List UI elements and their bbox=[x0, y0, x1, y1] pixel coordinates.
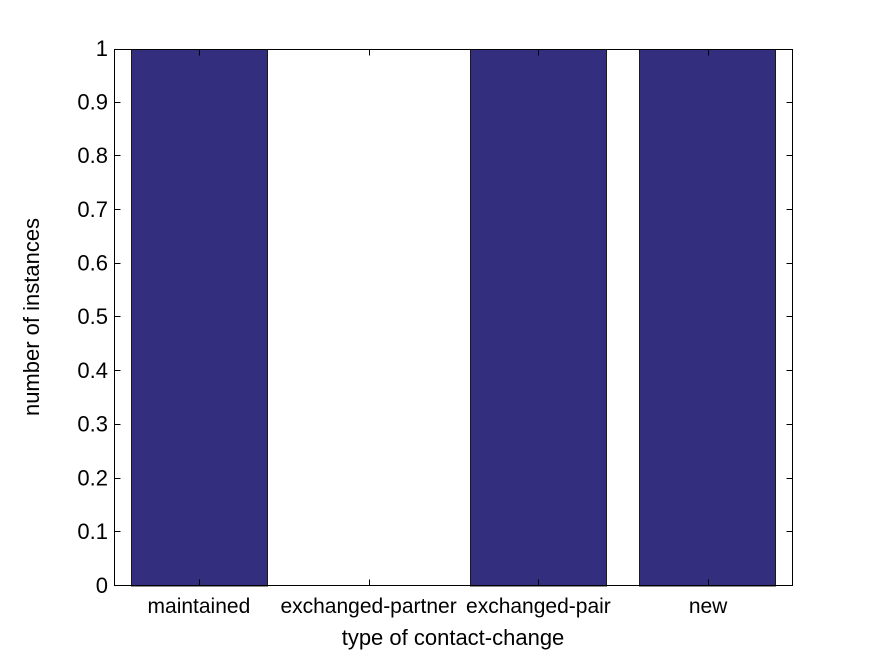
svg-text:0.1: 0.1 bbox=[77, 519, 108, 544]
svg-text:exchanged-pair: exchanged-pair bbox=[466, 595, 611, 618]
svg-text:0.5: 0.5 bbox=[77, 304, 108, 329]
svg-text:0.8: 0.8 bbox=[77, 143, 108, 168]
svg-text:0.2: 0.2 bbox=[77, 465, 108, 490]
svg-text:new: new bbox=[689, 595, 728, 618]
svg-text:type of contact-change: type of contact-change bbox=[342, 625, 565, 650]
svg-text:1: 1 bbox=[96, 36, 108, 61]
svg-text:0.9: 0.9 bbox=[77, 89, 108, 114]
svg-text:0.3: 0.3 bbox=[77, 412, 108, 437]
svg-text:0.6: 0.6 bbox=[77, 251, 108, 276]
svg-text:maintained: maintained bbox=[148, 595, 251, 618]
svg-text:0: 0 bbox=[96, 573, 108, 598]
svg-text:number of instances: number of instances bbox=[19, 218, 44, 416]
svg-text:0.4: 0.4 bbox=[77, 358, 108, 383]
svg-text:exchanged-partner: exchanged-partner bbox=[280, 595, 456, 618]
svg-text:0.7: 0.7 bbox=[77, 197, 108, 222]
